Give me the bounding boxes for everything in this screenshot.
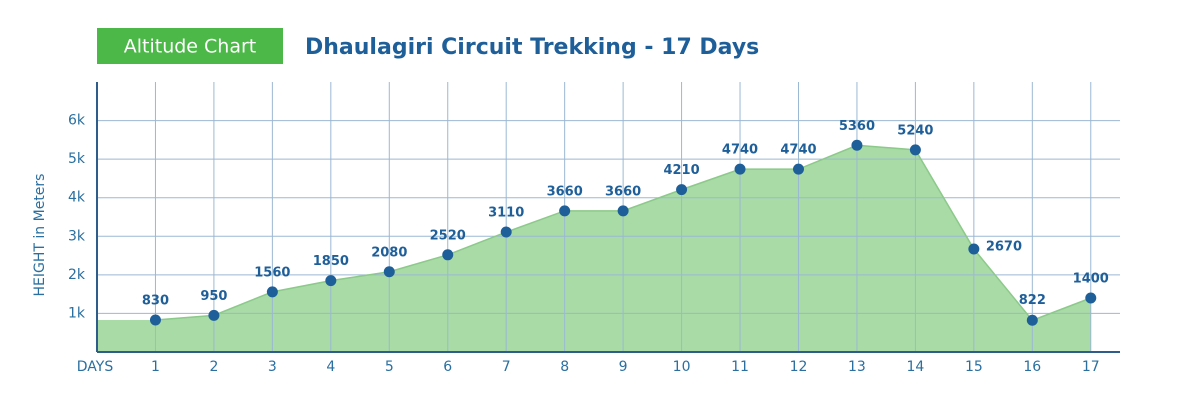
- data-label: 5240: [897, 123, 933, 138]
- data-label: 4740: [722, 143, 758, 158]
- y-tick-label: 4k: [68, 190, 86, 206]
- marker: [968, 243, 980, 255]
- x-tick-label: 13: [848, 359, 866, 375]
- x-tick-label: 3: [268, 359, 277, 375]
- x-tick-label: 17: [1082, 359, 1100, 375]
- x-tick-label: 8: [560, 359, 569, 375]
- area: [97, 145, 1091, 352]
- badge-bg: [97, 28, 283, 64]
- x-tick-label: 9: [619, 359, 628, 375]
- x-axis-label: DAYS: [77, 359, 114, 375]
- marker: [1026, 314, 1038, 326]
- x-tick-label: 4: [326, 359, 335, 375]
- data-label: 1850: [313, 254, 349, 269]
- marker: [500, 226, 512, 238]
- marker: [559, 205, 571, 217]
- x-tick-label: 14: [906, 359, 924, 375]
- data-label: 5360: [839, 119, 875, 134]
- data-label: 830: [142, 293, 169, 308]
- marker: [676, 184, 688, 196]
- data-label: 1400: [1073, 272, 1109, 287]
- data-label: 2520: [430, 228, 466, 243]
- marker: [1085, 292, 1097, 304]
- data-label: 3660: [547, 184, 583, 199]
- marker: [851, 139, 863, 151]
- y-tick-label: 2k: [68, 267, 86, 283]
- x-tick-label: 16: [1023, 359, 1041, 375]
- data-label: 4740: [780, 143, 816, 158]
- y-tick-label: 5k: [68, 151, 86, 167]
- y-axis-label: HEIGHT in Meters: [32, 174, 48, 297]
- marker: [325, 275, 337, 287]
- data-label: 1560: [254, 265, 290, 280]
- chart-title: Dhaulagiri Circuit Trekking - 17 Days: [305, 35, 759, 60]
- marker: [442, 249, 454, 261]
- data-label: 4210: [663, 163, 699, 178]
- data-label: 2670: [986, 240, 1022, 255]
- x-tick-label: 10: [673, 359, 691, 375]
- data-label: 3110: [488, 206, 524, 221]
- y-tick-label: 1k: [68, 305, 86, 321]
- data-label: 2080: [371, 245, 407, 260]
- y-tick-label: 3k: [68, 228, 86, 244]
- x-tick-label: 6: [443, 359, 452, 375]
- data-label: 3660: [605, 184, 641, 199]
- data-label: 822: [1019, 293, 1046, 308]
- x-tick-label: 1: [151, 359, 160, 375]
- marker: [208, 309, 220, 321]
- grid: [97, 82, 1120, 352]
- marker: [792, 163, 804, 175]
- marker: [266, 286, 278, 298]
- x-tick-label: 5: [385, 359, 394, 375]
- marker: [149, 314, 161, 326]
- marker: [909, 144, 921, 156]
- badge: Altitude Chart: [124, 36, 257, 58]
- marker: [734, 163, 746, 175]
- marker: [383, 266, 395, 278]
- x-tick-label: 15: [965, 359, 983, 375]
- x-tick-label: 2: [209, 359, 218, 375]
- x-tick-label: 7: [502, 359, 511, 375]
- data-label: 950: [200, 289, 227, 304]
- y-tick-label: 6k: [68, 113, 86, 129]
- x-tick-label: 12: [790, 359, 808, 375]
- x-tick-label: 11: [731, 359, 749, 375]
- marker: [617, 205, 629, 217]
